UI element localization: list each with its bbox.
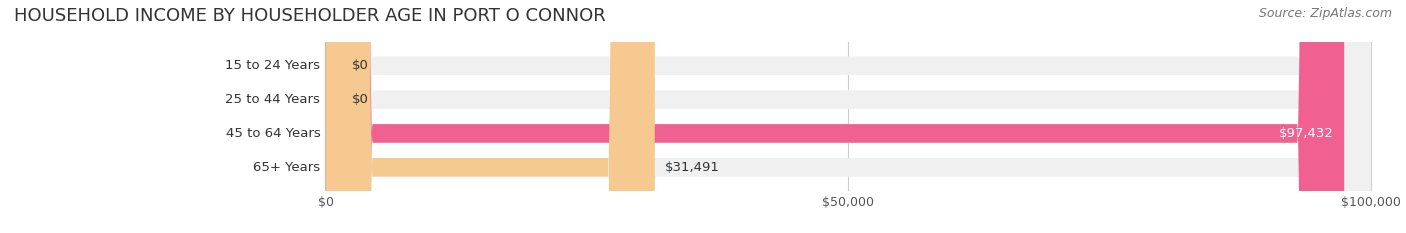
FancyBboxPatch shape (326, 0, 1344, 233)
Text: $97,432: $97,432 (1279, 127, 1334, 140)
FancyBboxPatch shape (326, 0, 655, 233)
Text: Source: ZipAtlas.com: Source: ZipAtlas.com (1258, 7, 1392, 20)
Text: $0: $0 (352, 59, 368, 72)
Text: 25 to 44 Years: 25 to 44 Years (225, 93, 321, 106)
FancyBboxPatch shape (326, 0, 1371, 233)
FancyBboxPatch shape (326, 0, 1371, 233)
Text: 65+ Years: 65+ Years (253, 161, 321, 174)
Text: 15 to 24 Years: 15 to 24 Years (225, 59, 321, 72)
FancyBboxPatch shape (326, 0, 1371, 233)
Text: $0: $0 (352, 93, 368, 106)
FancyBboxPatch shape (326, 0, 1371, 233)
Text: HOUSEHOLD INCOME BY HOUSEHOLDER AGE IN PORT O CONNOR: HOUSEHOLD INCOME BY HOUSEHOLDER AGE IN P… (14, 7, 606, 25)
FancyBboxPatch shape (326, 0, 344, 233)
Text: $31,491: $31,491 (665, 161, 720, 174)
FancyBboxPatch shape (326, 0, 344, 233)
Text: 45 to 64 Years: 45 to 64 Years (225, 127, 321, 140)
